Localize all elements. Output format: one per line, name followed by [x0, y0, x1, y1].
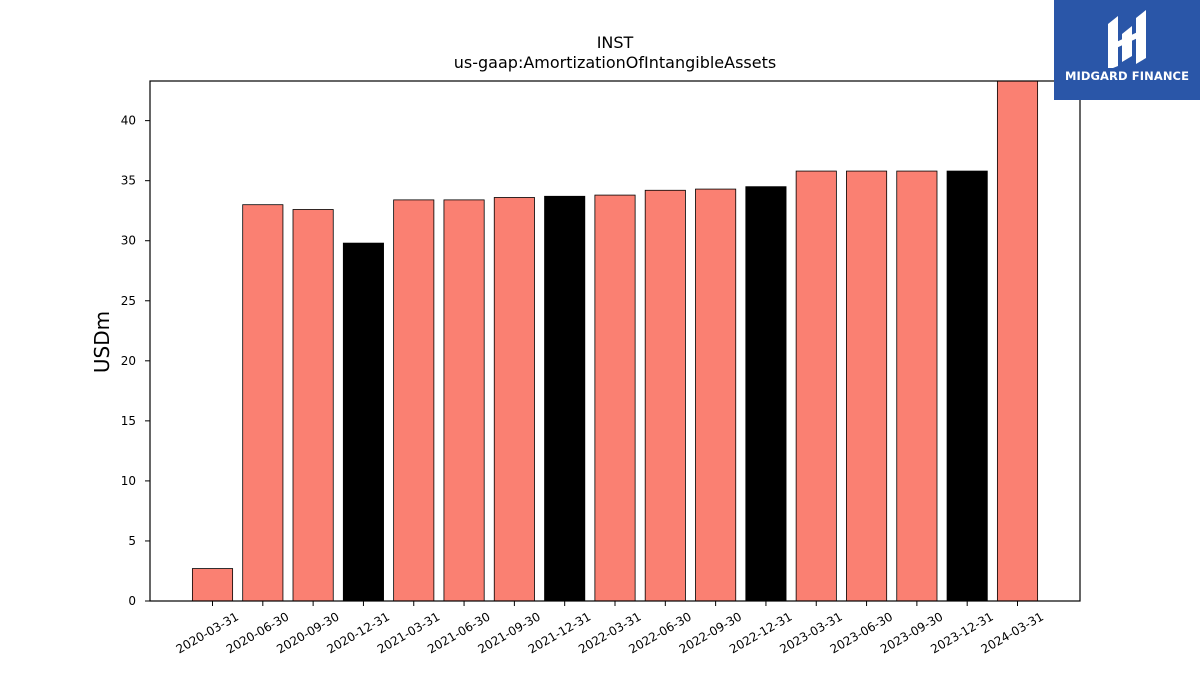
bar-2023-06-30 [846, 170, 888, 602]
brand-logo-text: MIDGARD FINANCE [1064, 69, 1190, 83]
y-axis-label: USDm [90, 311, 114, 373]
bar-2020-09-30 [292, 209, 334, 602]
bar-2022-03-31 [594, 194, 636, 602]
y-tick-label: 40 [121, 114, 136, 128]
bar-2020-12-31 [342, 242, 384, 602]
bar-2020-03-31 [191, 568, 234, 602]
y-tick-label: 25 [121, 294, 136, 308]
brand-logo: MIDGARD FINANCE [1054, 0, 1200, 100]
bar-2022-12-31 [745, 186, 787, 602]
y-tick-label: 5 [128, 534, 136, 548]
plot-frame [149, 80, 1081, 602]
bar-2021-06-30 [443, 199, 485, 602]
bar-2022-06-30 [644, 189, 686, 602]
bar-2021-09-30 [493, 197, 535, 602]
y-tick-label: 20 [121, 354, 136, 368]
bar-2023-03-31 [795, 170, 837, 602]
bar-2024-03-31 [996, 80, 1039, 602]
x-axis-ticks: 2020-03-312020-06-302020-09-302020-12-31… [174, 601, 1046, 656]
chart-title: INST [597, 33, 634, 52]
y-axis-ticks: 0 5 10 15 20 25 30 35 40 [121, 114, 150, 608]
bar-2020-06-30 [242, 204, 284, 602]
bar-2023-12-31 [946, 170, 988, 602]
y-tick-label: 10 [121, 474, 136, 488]
chart-subtitle: us-gaap:AmortizationOfIntangibleAssets [454, 53, 776, 72]
bar-2021-03-31 [393, 199, 435, 602]
bar-2022-09-30 [695, 188, 737, 602]
y-tick-label: 0 [128, 594, 136, 608]
bar-2021-12-31 [544, 195, 586, 602]
bars-group [191, 80, 1039, 602]
midgard-logo-icon [1108, 10, 1146, 68]
bar-2023-09-30 [896, 170, 938, 602]
y-tick-label: 30 [121, 234, 136, 248]
y-tick-label: 35 [121, 174, 136, 188]
y-tick-label: 15 [121, 414, 136, 428]
